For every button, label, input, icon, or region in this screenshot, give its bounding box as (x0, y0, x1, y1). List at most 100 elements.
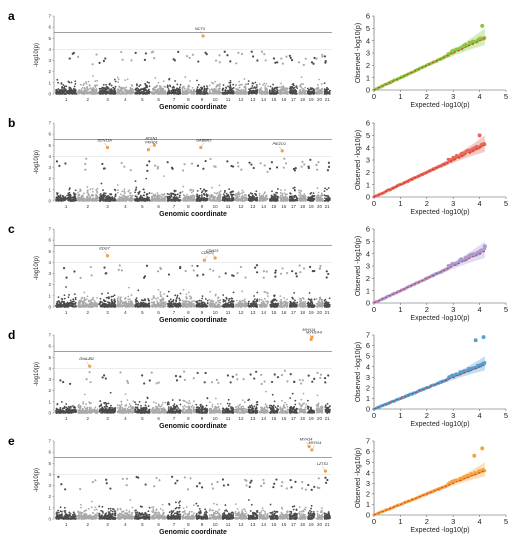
data-point (96, 187, 99, 190)
data-point (77, 55, 80, 58)
data-point (98, 61, 101, 65)
data-point (219, 193, 222, 196)
data-point (61, 198, 63, 200)
data-point (107, 296, 110, 299)
data-point (278, 89, 281, 92)
data-point (121, 195, 124, 197)
data-point (294, 167, 297, 170)
data-point (254, 81, 257, 84)
data-point (210, 199, 213, 202)
chromosome-label: 15 (271, 204, 277, 209)
data-point (299, 193, 302, 196)
chromosome-label: 16 (281, 97, 287, 102)
data-point (68, 198, 71, 201)
data-point (73, 91, 75, 94)
data-point (111, 300, 114, 303)
data-point (129, 169, 132, 172)
data-point (130, 294, 133, 296)
data-point (298, 194, 300, 197)
data-point (67, 199, 70, 202)
data-point (163, 293, 165, 295)
data-point (204, 51, 207, 54)
data-point (121, 190, 124, 193)
data-point (225, 87, 228, 89)
data-point (182, 85, 185, 88)
data-point (77, 196, 80, 199)
data-point (272, 83, 274, 86)
data-point (108, 89, 111, 92)
data-point (139, 91, 142, 94)
data-point (164, 305, 167, 308)
data-point (280, 82, 282, 85)
data-point (206, 85, 208, 88)
data-point (177, 199, 180, 202)
chromosome-label: 18 (300, 204, 306, 209)
data-point (176, 87, 178, 90)
data-point (192, 190, 195, 193)
data-point (87, 192, 90, 195)
data-point (285, 55, 288, 58)
data-point (299, 190, 302, 193)
chromosome-label: 5 (141, 204, 144, 209)
data-point (203, 90, 206, 93)
data-point (84, 168, 87, 171)
y-tick-label: 7 (48, 227, 51, 232)
data-point (273, 198, 276, 200)
data-point (236, 161, 240, 164)
data-point (60, 91, 63, 94)
data-point (197, 197, 200, 200)
data-point (146, 164, 149, 167)
data-point (91, 199, 94, 202)
data-point (181, 169, 185, 172)
data-point (283, 192, 286, 195)
data-point (120, 305, 122, 308)
data-point (55, 89, 58, 92)
data-point (329, 89, 331, 92)
data-point (120, 161, 123, 165)
data-point (174, 200, 176, 202)
data-point (105, 272, 108, 275)
data-point (78, 89, 80, 92)
data-point (92, 86, 94, 89)
data-point (100, 304, 102, 307)
data-point (195, 90, 198, 93)
data-point (77, 191, 79, 194)
data-point (243, 78, 246, 80)
data-point (196, 194, 199, 197)
data-point (130, 198, 133, 201)
data-point (80, 83, 82, 86)
data-point (100, 182, 103, 185)
data-point (119, 301, 122, 304)
data-point (243, 196, 246, 199)
data-point (326, 169, 330, 172)
data-point (299, 199, 302, 202)
data-point (140, 196, 143, 199)
chromosome-label: 20 (317, 97, 323, 102)
data-point (119, 299, 122, 302)
data-point (110, 298, 113, 301)
data-point (114, 189, 117, 192)
data-point (252, 196, 255, 198)
data-point (136, 89, 139, 92)
data-point (152, 50, 155, 53)
data-point (74, 193, 77, 196)
data-point (134, 51, 137, 54)
data-point (117, 189, 119, 191)
data-point (160, 92, 163, 95)
data-point (57, 195, 59, 198)
data-point (247, 83, 250, 85)
data-point (260, 87, 263, 89)
data-point (168, 193, 170, 196)
chromosome-label: 2 (86, 97, 89, 102)
data-point (119, 193, 122, 195)
data-point (282, 92, 285, 95)
data-point (107, 90, 109, 93)
gene-label: PKHD1 (145, 141, 158, 145)
data-point (123, 195, 126, 197)
data-point (142, 194, 145, 197)
data-point (274, 93, 277, 95)
data-point (130, 195, 133, 198)
data-point (153, 164, 157, 167)
data-point (309, 192, 312, 195)
data-point (93, 84, 96, 87)
